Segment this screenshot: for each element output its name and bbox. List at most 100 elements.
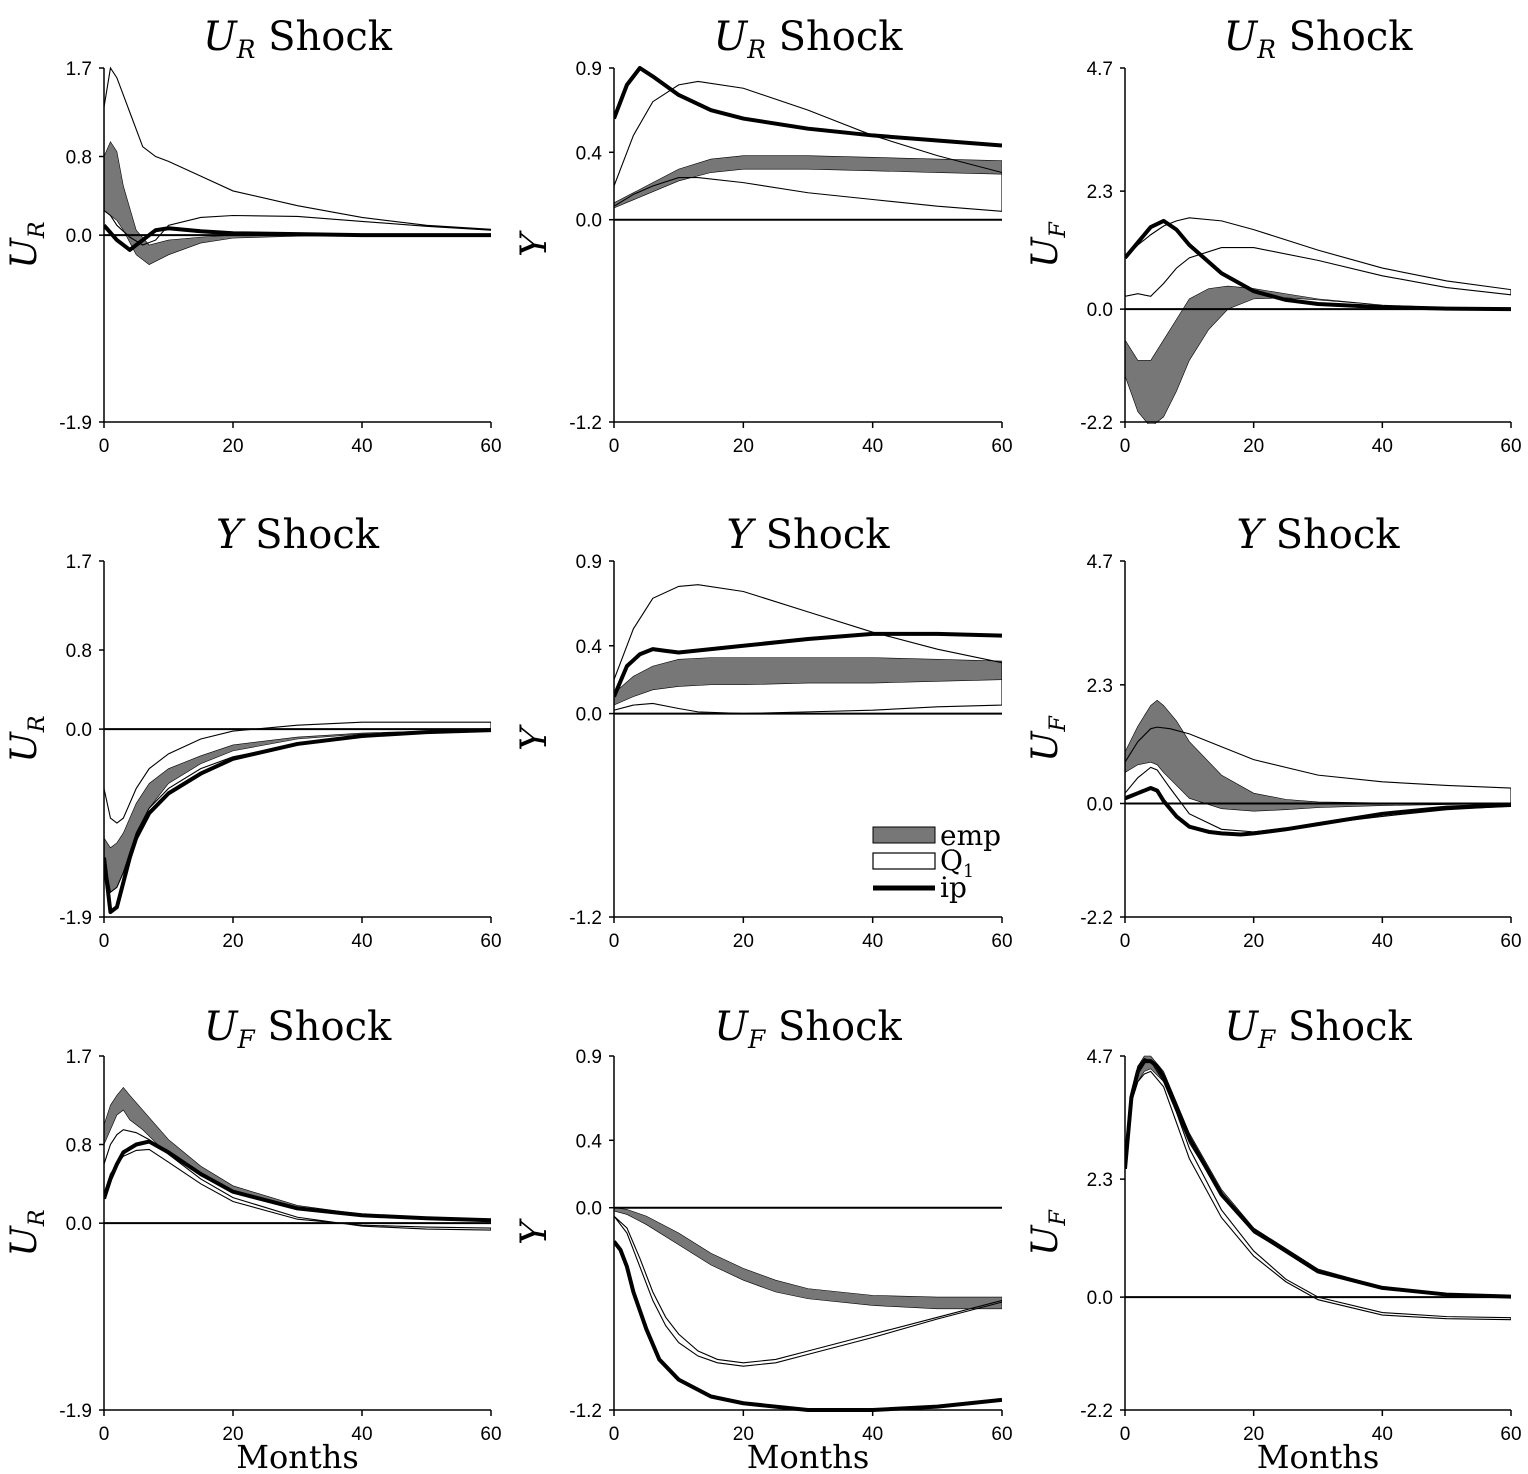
shock-word: Shock — [255, 14, 392, 60]
shock-word: Shock — [766, 14, 903, 60]
y-axis-label: UF — [1025, 221, 1071, 268]
var-symbol: Y — [216, 512, 246, 558]
var-subscript: R — [236, 35, 256, 64]
q1-band — [104, 66, 491, 246]
q1-band — [614, 584, 1002, 715]
q1-band — [1125, 217, 1511, 297]
var-subscript: F — [1045, 221, 1071, 239]
shock-word: Shock — [242, 512, 379, 558]
var-symbol: U — [714, 14, 749, 60]
shock-word: Shock — [765, 1004, 902, 1050]
y-tick-label: 0.4 — [576, 1131, 603, 1152]
x-tick-label: 20 — [222, 1424, 243, 1445]
subplot-title: UF Shock — [1224, 1004, 1412, 1054]
ip-line — [1125, 218, 1511, 312]
y-axis-label: Y — [514, 724, 555, 751]
x-tick-label: 40 — [1372, 436, 1393, 457]
y-tick-label: 0.0 — [66, 720, 92, 741]
y-tick-label: 0.9 — [576, 59, 602, 80]
plot-area — [1125, 1055, 1511, 1321]
var-symbol: Y — [514, 724, 555, 751]
y-tick-label: 0.8 — [66, 641, 92, 662]
y-tick-label: -1.9 — [59, 413, 92, 434]
subplot-title: UF Shock — [204, 1004, 392, 1054]
y-tick-label: 0.0 — [1087, 1288, 1113, 1309]
var-subscript: R — [746, 35, 766, 64]
shock-word: Shock — [1275, 1004, 1412, 1050]
x-axis-label: Months — [1257, 1438, 1380, 1474]
ip-line — [1125, 1059, 1511, 1299]
subplot-title: Y Shock — [1236, 512, 1400, 558]
x-tick-label: 60 — [1500, 1424, 1521, 1445]
y-tick-label: 2.3 — [1087, 676, 1113, 697]
emp-band — [104, 1086, 491, 1222]
shock-word: Shock — [255, 1004, 392, 1050]
y-tick-label: 0.9 — [576, 552, 602, 573]
var-symbol: U — [1025, 236, 1066, 268]
x-tick-label: 20 — [733, 1424, 754, 1445]
shock-word: Shock — [753, 512, 890, 558]
y-tick-label: 0.9 — [576, 1047, 602, 1068]
legend-label: emp — [940, 819, 1001, 852]
emp-band — [104, 141, 491, 266]
q1-band — [614, 1215, 1002, 1367]
y-tick-label: 0.8 — [66, 1136, 92, 1157]
x-tick-label: 0 — [1120, 931, 1131, 952]
x-tick-label: 20 — [222, 931, 243, 952]
x-tick-label: 60 — [1500, 931, 1521, 952]
y-tick-label: -2.2 — [1080, 1401, 1113, 1422]
x-tick-label: 60 — [991, 1424, 1012, 1445]
y-tick-label: 0.0 — [576, 211, 602, 232]
var-symbol: Y — [726, 512, 756, 558]
x-tick-label: 0 — [609, 436, 620, 457]
y-tick-label: 0.0 — [66, 226, 92, 247]
y-axis-label: UR — [4, 715, 50, 762]
subplot-title: UF Shock — [714, 1004, 902, 1054]
x-tick-label: 20 — [1243, 436, 1264, 457]
y-tick-label: 2.3 — [1087, 182, 1113, 203]
y-tick-label: 0.0 — [1087, 794, 1113, 815]
var-subscript: F — [1045, 1209, 1071, 1227]
var-subscript: F — [1257, 1025, 1276, 1054]
var-symbol: U — [1025, 1224, 1066, 1256]
x-tick-label: 20 — [222, 436, 243, 457]
var-symbol: U — [1224, 14, 1259, 60]
y-tick-label: 1.7 — [66, 1047, 92, 1068]
x-tick-label: 0 — [609, 931, 620, 952]
legend-swatch-q1 — [872, 852, 936, 870]
x-tick-label: 0 — [99, 1424, 110, 1445]
shock-word: Shock — [1263, 512, 1400, 558]
y-tick-label: -1.2 — [569, 908, 602, 929]
y-tick-label: 0.0 — [66, 1214, 92, 1235]
subplot-title: UR Shock — [203, 14, 393, 64]
y-tick-label: 0.4 — [576, 143, 603, 164]
y-axis-label: UF — [1025, 1209, 1071, 1256]
x-tick-label: 40 — [1372, 931, 1393, 952]
ip-line — [104, 224, 491, 252]
x-tick-label: 60 — [480, 1424, 501, 1445]
plot-area — [1125, 699, 1511, 837]
var-subscript: R — [24, 715, 50, 733]
x-axis-label: Months — [236, 1438, 359, 1474]
q1-band — [614, 80, 1002, 212]
y-tick-label: 4.7 — [1087, 1047, 1113, 1068]
plot-area — [104, 66, 491, 266]
legend-label: ip — [940, 871, 967, 904]
plot-area — [1125, 217, 1511, 424]
var-symbol: U — [4, 237, 45, 269]
x-tick-label: 20 — [1243, 931, 1264, 952]
plot-area — [104, 721, 491, 915]
y-axis-label: Y — [514, 230, 555, 257]
emp-band — [614, 1207, 1002, 1310]
x-tick-label: 40 — [1372, 1424, 1393, 1445]
ip-line — [104, 728, 491, 915]
var-symbol: Y — [514, 1218, 555, 1245]
legend-swatch-emp — [872, 826, 936, 844]
subplot-2-1: 0.9 0.4 0.0 -1.2 0 20 40 60 UF Shock Y Months — [514, 1004, 1013, 1474]
x-tick-label: 0 — [99, 931, 110, 952]
x-tick-label: 60 — [1500, 436, 1521, 457]
